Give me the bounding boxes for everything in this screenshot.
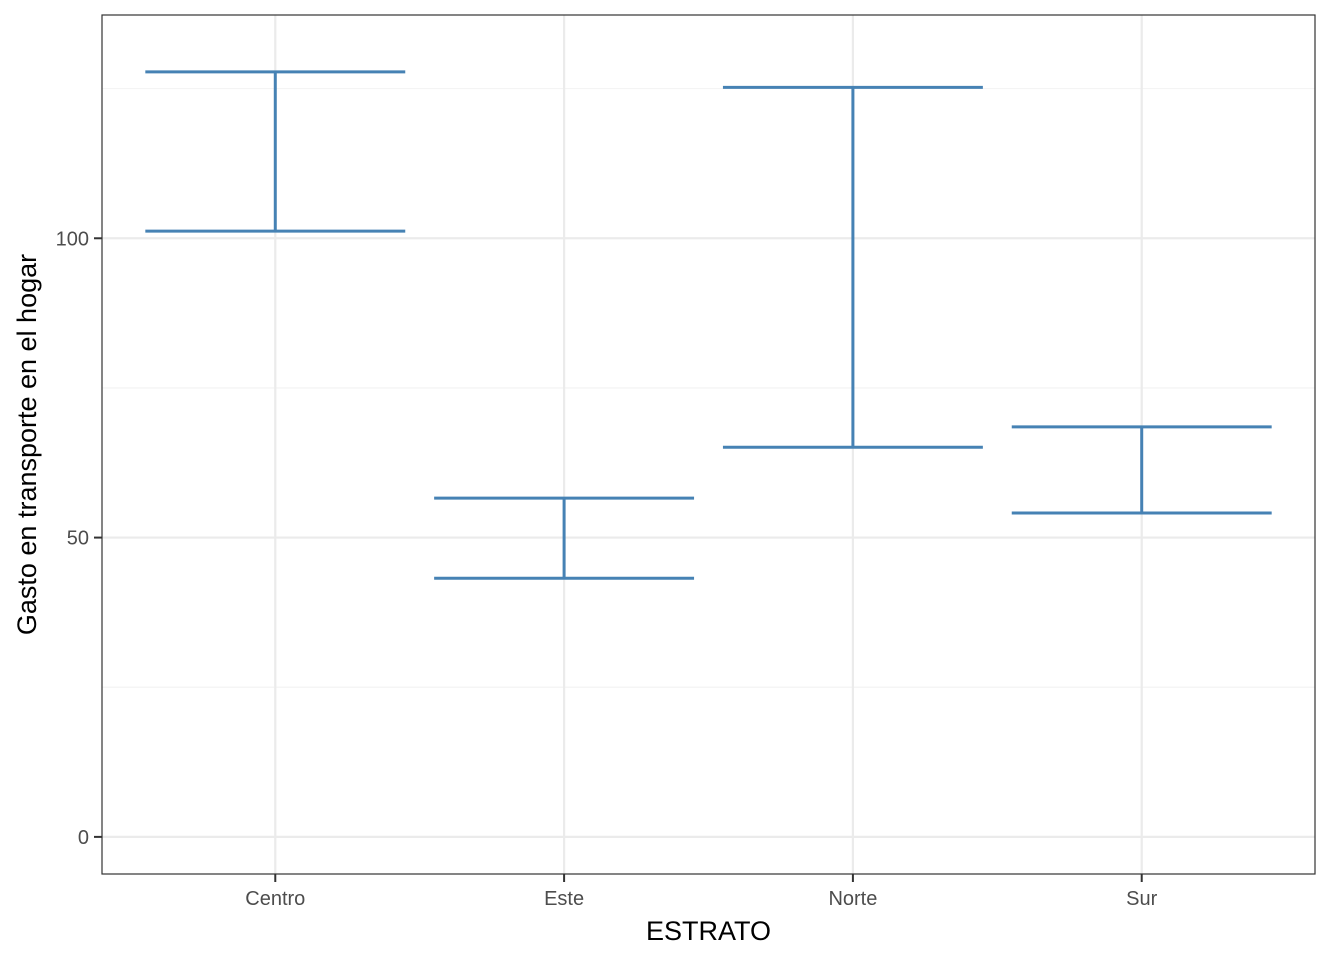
errorbars <box>145 70 1272 580</box>
errorbar <box>1011 425 1272 515</box>
y-tick-label: 100 <box>56 228 89 250</box>
errorbar <box>434 496 695 580</box>
y-axis-title: Gasto en transporte en el hogar <box>12 254 42 635</box>
panel-border <box>101 14 1316 875</box>
y-tick-label: 50 <box>67 528 89 550</box>
x-tick-label: Este <box>544 888 584 910</box>
x-tick-label: Norte <box>828 888 877 910</box>
y-tick-label: 0 <box>78 827 89 849</box>
errorbar <box>722 85 983 449</box>
x-tick-label: Centro <box>245 888 305 910</box>
errorbar <box>145 70 406 233</box>
x-tick-label: Sur <box>1126 888 1157 910</box>
axes: 0 50 100 Centro Este Norte Sur <box>56 228 1158 910</box>
x-axis-title: ESTRATO <box>646 916 771 946</box>
